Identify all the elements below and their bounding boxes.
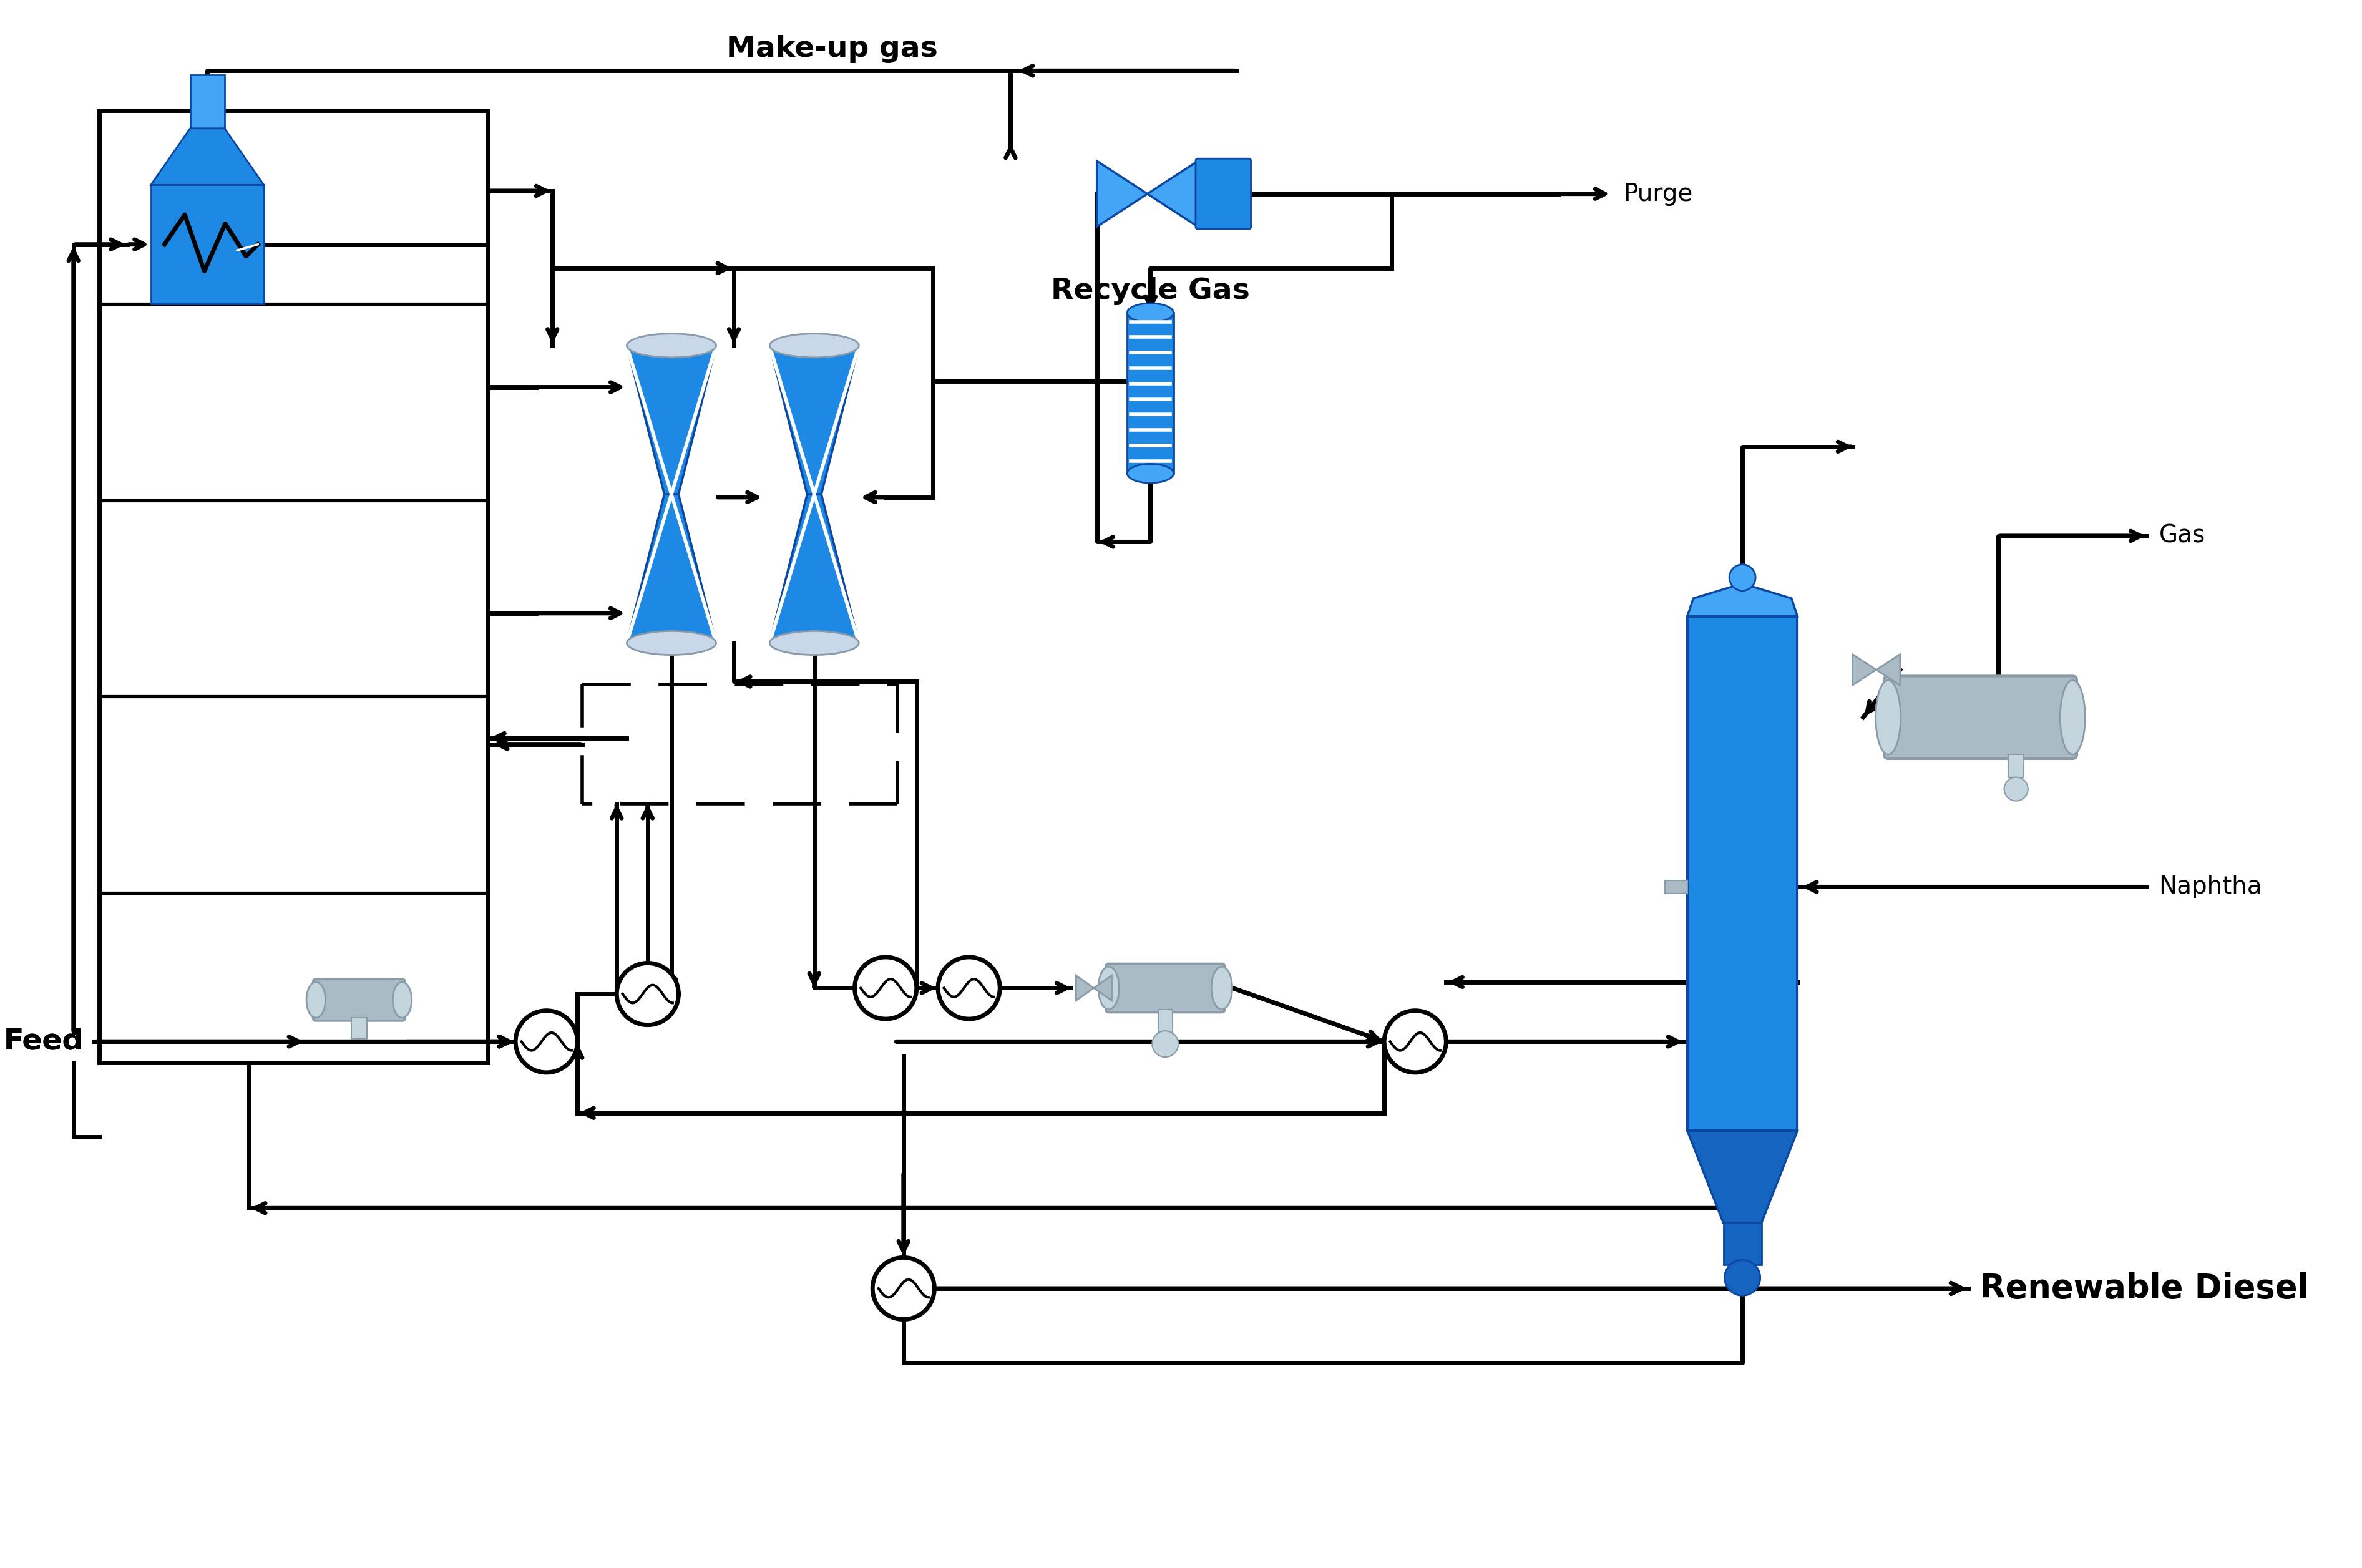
Polygon shape bbox=[1077, 975, 1094, 1000]
Polygon shape bbox=[626, 494, 716, 643]
Circle shape bbox=[2005, 778, 2029, 801]
Polygon shape bbox=[1148, 162, 1198, 227]
Circle shape bbox=[1153, 1030, 1179, 1057]
Bar bbox=[1127, 314, 1174, 474]
Ellipse shape bbox=[1127, 464, 1174, 483]
Polygon shape bbox=[770, 494, 860, 643]
Ellipse shape bbox=[1098, 966, 1120, 1010]
FancyBboxPatch shape bbox=[1105, 964, 1226, 1013]
Text: Naphtha: Naphtha bbox=[2159, 875, 2263, 898]
FancyBboxPatch shape bbox=[1195, 158, 1252, 229]
Text: Gas: Gas bbox=[2159, 524, 2206, 547]
Polygon shape bbox=[151, 129, 265, 185]
Ellipse shape bbox=[770, 334, 860, 358]
Polygon shape bbox=[1852, 654, 1875, 685]
Circle shape bbox=[938, 956, 999, 1019]
Bar bbox=[189, 75, 224, 129]
Polygon shape bbox=[1686, 583, 1797, 616]
Bar bbox=[151, 185, 265, 304]
Bar bbox=[2008, 754, 2024, 778]
Text: Feed: Feed bbox=[2, 1027, 83, 1055]
Circle shape bbox=[616, 963, 678, 1025]
Ellipse shape bbox=[2060, 681, 2086, 754]
Text: Purge: Purge bbox=[1623, 182, 1694, 205]
Bar bbox=[1686, 616, 1797, 1131]
Circle shape bbox=[872, 1258, 935, 1319]
Polygon shape bbox=[1094, 975, 1113, 1000]
Bar bbox=[99, 111, 489, 1063]
Bar bbox=[352, 1018, 366, 1040]
FancyBboxPatch shape bbox=[312, 978, 406, 1021]
Circle shape bbox=[515, 1011, 576, 1073]
Ellipse shape bbox=[1212, 966, 1233, 1010]
Ellipse shape bbox=[626, 334, 716, 358]
Polygon shape bbox=[770, 345, 860, 494]
Polygon shape bbox=[626, 345, 716, 494]
Ellipse shape bbox=[392, 982, 411, 1018]
Circle shape bbox=[1384, 1011, 1446, 1073]
Polygon shape bbox=[1686, 1131, 1797, 1223]
Polygon shape bbox=[1875, 654, 1899, 685]
Circle shape bbox=[855, 956, 916, 1019]
Bar bbox=[1157, 1010, 1172, 1035]
Circle shape bbox=[1724, 1261, 1760, 1295]
Bar bbox=[1665, 880, 1686, 894]
Ellipse shape bbox=[307, 982, 326, 1018]
Ellipse shape bbox=[1875, 681, 1901, 754]
FancyBboxPatch shape bbox=[1885, 676, 2076, 759]
Polygon shape bbox=[1096, 162, 1148, 227]
Text: Feed: Feed bbox=[2, 1027, 83, 1055]
Text: Recycle Gas: Recycle Gas bbox=[1051, 278, 1249, 306]
Ellipse shape bbox=[770, 630, 860, 655]
Ellipse shape bbox=[1127, 303, 1174, 323]
Bar bbox=[1724, 1223, 1762, 1265]
Circle shape bbox=[1729, 564, 1755, 591]
Text: Make-up gas: Make-up gas bbox=[727, 34, 938, 63]
Text: Renewable Diesel: Renewable Diesel bbox=[1979, 1272, 2310, 1305]
Ellipse shape bbox=[626, 630, 716, 655]
